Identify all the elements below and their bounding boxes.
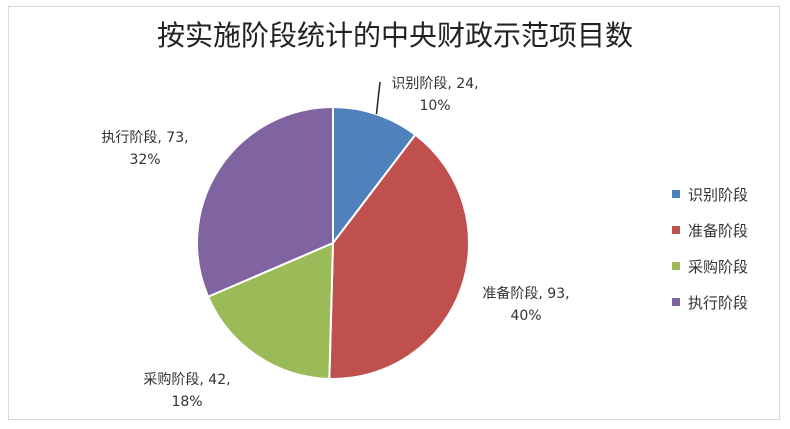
legend-swatch-procure (672, 262, 680, 270)
pie-slice-prepare (328, 133, 470, 380)
legend-swatch-execute (672, 298, 680, 306)
pie-slice-procure (206, 241, 335, 380)
legend-label-execute: 执行阶段 (688, 293, 749, 312)
data-label-percent-identify: 10% (419, 98, 450, 114)
chart-legend: 识别阶段 准备阶段 采购阶段 执行阶段 (672, 176, 748, 320)
legend-label-prepare: 准备阶段 (688, 221, 749, 240)
legend-label-procure: 采购阶段 (688, 257, 749, 276)
legend-item-identify: 识别阶段 (672, 176, 748, 212)
data-label-procure: 采购阶段, 42, (143, 372, 230, 388)
data-label-percent-prepare: 40% (510, 308, 541, 324)
data-label-prepare: 准备阶段, 93, (482, 285, 569, 302)
data-label-percent-procure: 18% (171, 394, 202, 410)
leader-line-identify (375, 81, 381, 115)
chart-title: 按实施阶段统计的中央财政示范项目数 (156, 19, 633, 52)
legend-swatch-identify (672, 190, 680, 198)
data-label-percent-execute: 32% (129, 152, 160, 168)
legend-swatch-prepare (672, 226, 680, 234)
data-label-identify: 识别阶段, 24, (391, 76, 478, 92)
pie-slice-execute (196, 105, 334, 299)
data-label-execute: 执行阶段, 73, (101, 130, 188, 146)
legend-item-execute: 执行阶段 (672, 284, 748, 320)
legend-label-identify: 识别阶段 (688, 185, 749, 204)
legend-item-procure: 采购阶段 (672, 248, 748, 284)
legend-item-prepare: 准备阶段 (672, 212, 748, 248)
